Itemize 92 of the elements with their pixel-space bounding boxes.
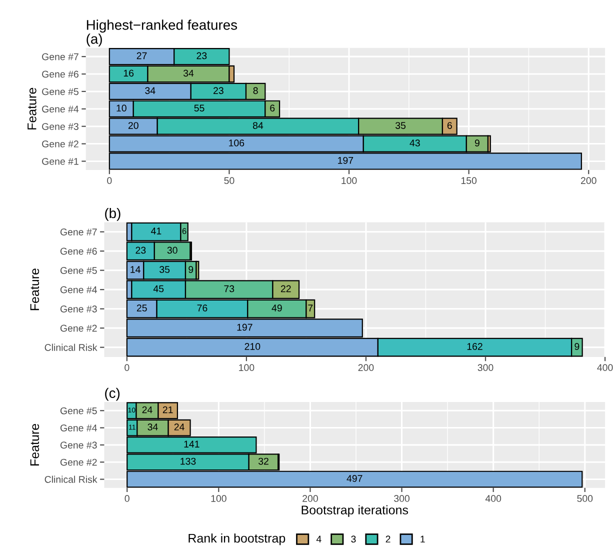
x-tick-label: 300	[478, 364, 494, 372]
data-label: 27	[136, 52, 147, 60]
data-label: 497	[346, 474, 362, 482]
y-tick-label: Gene #5	[60, 267, 97, 274]
data-label: 14	[130, 266, 140, 273]
data-label: 16	[124, 70, 134, 77]
data-label: 106	[229, 140, 244, 146]
data-label: 32	[258, 458, 268, 465]
data-label: 34	[148, 424, 158, 430]
data-label: 22	[280, 285, 291, 292]
legend-label: 3	[351, 536, 356, 543]
data-label: 8	[253, 87, 258, 94]
data-label: 23	[196, 52, 207, 60]
data-label: 41	[151, 228, 162, 234]
y-tick-label: Gene #2	[42, 140, 78, 148]
data-label: 35	[160, 266, 170, 273]
y-axis-title: Feature	[30, 268, 40, 310]
y-tick-label: Gene #5	[60, 407, 97, 414]
chart-title: (b)	[105, 208, 120, 221]
legend-label: 1	[420, 536, 425, 542]
data-label: 34	[183, 70, 194, 77]
data-label: 9	[474, 140, 480, 146]
x-tick-label: 100	[342, 177, 357, 184]
y-tick-label: Gene #4	[60, 286, 97, 294]
y-tick-label: Gene #4	[60, 424, 97, 432]
x-tick-label: 400	[597, 364, 613, 372]
y-tick-label: Gene #5	[42, 88, 78, 96]
y-tick-label: Gene #4	[42, 106, 79, 113]
data-label: 10	[116, 104, 126, 112]
data-label: 24	[174, 424, 184, 430]
x-tick-label: 50	[224, 177, 234, 184]
y-tick-label: Gene #6	[60, 248, 97, 255]
y-tick-label: Gene #3	[60, 442, 97, 449]
data-label: 23	[214, 87, 224, 94]
legend-label: 4	[316, 536, 322, 542]
y-tick-label: Clinical Risk	[44, 344, 98, 351]
data-label: 24	[142, 406, 152, 414]
data-label: 43	[410, 140, 420, 146]
data-label: 9	[574, 343, 580, 350]
y-tick-label: Gene #3	[42, 123, 78, 130]
y-tick-label: Gene #2	[60, 458, 97, 466]
data-label: 197	[237, 324, 252, 331]
data-label: 76	[197, 304, 208, 312]
data-label: 162	[467, 343, 482, 350]
data-label: 9	[188, 266, 194, 273]
y-tick-label: Gene #7	[60, 228, 97, 236]
x-tick-label: 150	[461, 177, 477, 184]
y-tick-label: Gene #3	[60, 306, 97, 312]
x-tick-label: 400	[485, 495, 502, 502]
data-label: 55	[194, 104, 204, 112]
y-tick-label: Clinical Risk	[44, 476, 98, 483]
data-label: 20	[128, 122, 138, 129]
y-axis-title: Feature	[28, 88, 36, 130]
x-tick-label: 0	[124, 495, 130, 502]
legend-title: Rank in bootstrap	[188, 533, 286, 546]
data-label: 141	[184, 440, 200, 448]
data-label: 6	[447, 122, 452, 129]
y-tick-label: Gene #6	[42, 70, 78, 78]
data-label: 6	[270, 104, 275, 112]
data-label: 49	[272, 304, 282, 312]
x-tick-label: 500	[577, 495, 593, 502]
data-label: 45	[153, 285, 164, 292]
data-label: 133	[180, 458, 196, 465]
y-tick-label: Gene #1	[42, 158, 78, 165]
x-tick-label: 0	[107, 177, 112, 184]
data-label: 34	[145, 87, 156, 94]
chart-title: (c)	[105, 388, 120, 401]
data-label: 7	[308, 304, 313, 312]
data-label: 30	[167, 246, 178, 254]
data-label: 23	[136, 246, 146, 254]
data-label: 84	[252, 122, 264, 129]
x-tick-label: 0	[124, 364, 130, 372]
x-tick-label: 200	[581, 177, 596, 184]
data-label: 25	[136, 304, 147, 312]
x-axis-title: Bootstrap iterations	[302, 505, 408, 517]
data-label: 210	[244, 343, 260, 350]
y-axis-title: Feature	[30, 424, 40, 466]
legend-label: 2	[386, 536, 390, 542]
data-label: 21	[162, 406, 173, 414]
data-label: 6	[182, 228, 186, 234]
data-label: 197	[338, 156, 354, 164]
x-tick-label: 100	[239, 364, 254, 372]
x-tick-label: 100	[211, 495, 226, 502]
chart-title: Highest−ranked features	[86, 20, 238, 33]
x-tick-label: 200	[358, 364, 374, 372]
data-label: 73	[224, 285, 234, 292]
y-tick-label: Gene #2	[60, 324, 97, 332]
chart-subtitle: (a)	[86, 34, 102, 47]
data-label: 35	[395, 122, 406, 129]
x-tick-label: 200	[302, 495, 318, 502]
y-tick-label: Gene #7	[42, 53, 78, 60]
x-tick-label: 300	[394, 495, 410, 502]
